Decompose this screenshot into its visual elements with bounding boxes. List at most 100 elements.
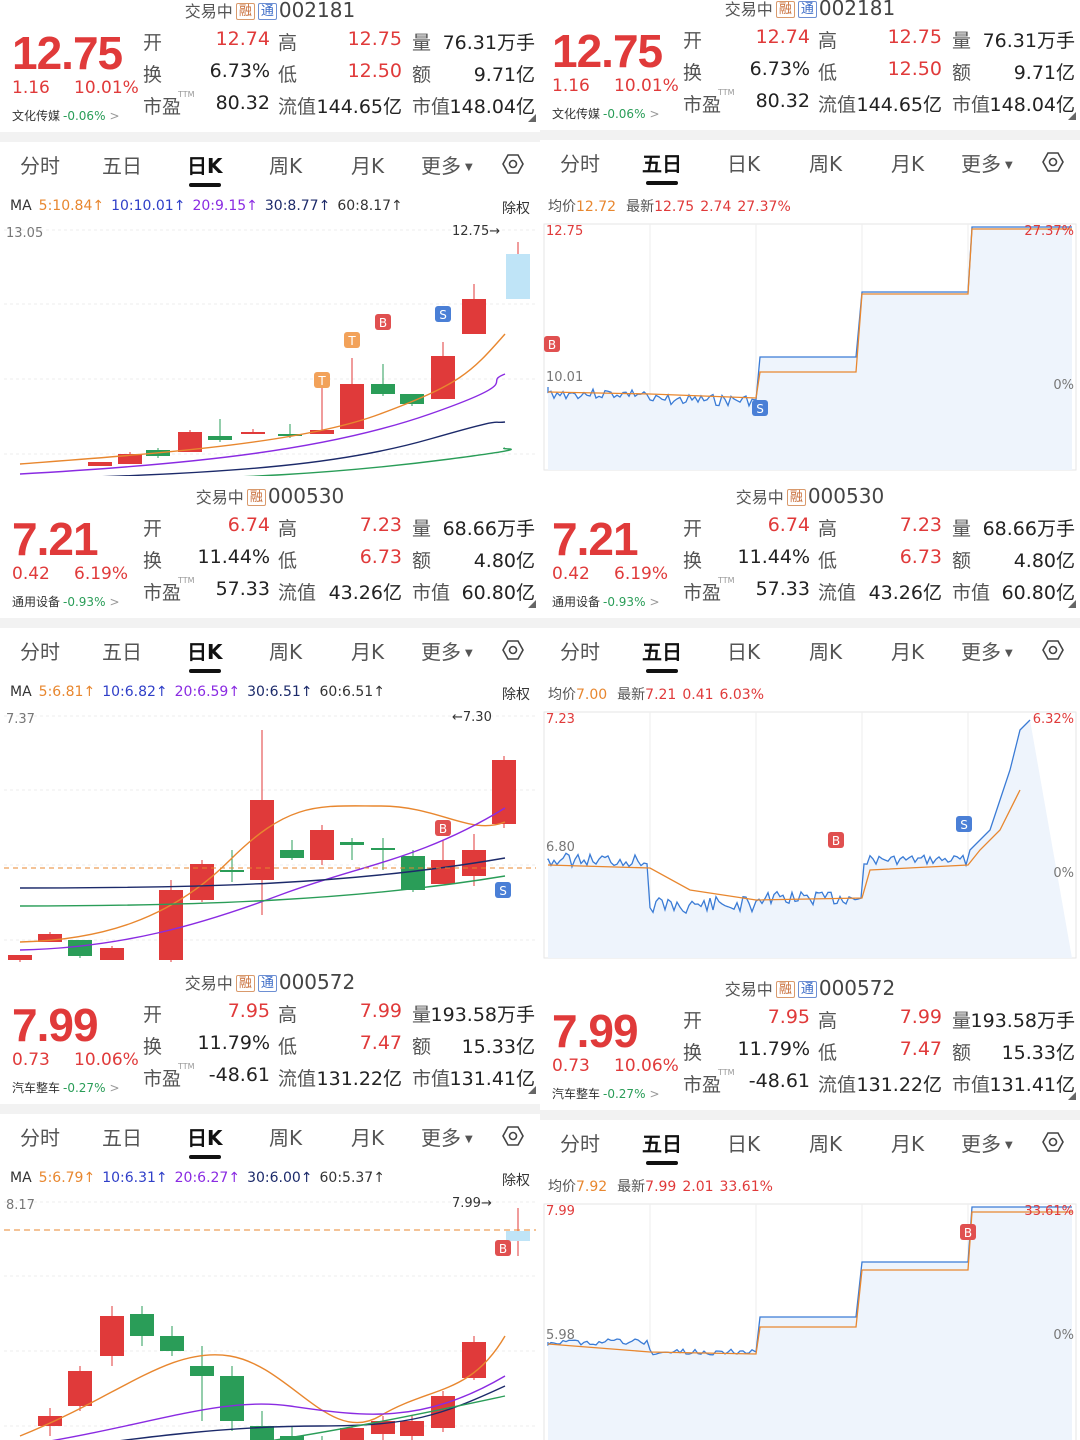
expand-corner-icon[interactable] xyxy=(528,114,536,122)
candle[interactable] xyxy=(190,864,214,900)
trade-marker[interactable] xyxy=(752,400,768,416)
candle[interactable] xyxy=(241,432,265,434)
candle[interactable] xyxy=(371,848,395,850)
sector-link[interactable]: 通用设备 -0.93% > xyxy=(12,593,120,610)
kline-chart[interactable]: B 8.17 7.99→ xyxy=(0,1196,540,1440)
tab-0[interactable]: 分时 xyxy=(20,154,60,178)
candle[interactable] xyxy=(178,432,202,452)
candle[interactable] xyxy=(190,1366,214,1376)
tab-0[interactable]: 分时 xyxy=(560,1132,600,1156)
expand-corner-icon[interactable] xyxy=(528,600,536,608)
settings-icon[interactable] xyxy=(1042,1131,1064,1153)
candle[interactable] xyxy=(38,1416,62,1426)
candle[interactable] xyxy=(8,955,32,960)
tab-1[interactable]: 五日 xyxy=(102,1126,142,1150)
tab-5[interactable]: 更多 ▼ xyxy=(961,152,1013,176)
candle[interactable] xyxy=(220,870,244,872)
trade-marker[interactable] xyxy=(828,832,844,848)
adjust-dropdown[interactable]: 除权 xyxy=(502,201,530,217)
candle[interactable] xyxy=(400,394,424,404)
candle[interactable] xyxy=(340,1428,364,1440)
candle[interactable] xyxy=(340,384,364,429)
candle[interactable] xyxy=(506,254,530,299)
tab-1[interactable]: 五日 xyxy=(102,640,142,664)
tab-5[interactable]: 更多 ▼ xyxy=(421,1126,473,1150)
tab-1[interactable]: 五日 xyxy=(642,1128,682,1165)
candle[interactable] xyxy=(130,1314,154,1336)
ma-legend[interactable]: MA 5:10.84↑ 10:10.01↑ 20:9.15↑ 30:8.77↑ 60:8.… xyxy=(10,198,410,214)
candle[interactable] xyxy=(371,384,395,394)
trade-marker[interactable] xyxy=(375,314,391,330)
trade-marker[interactable] xyxy=(314,372,330,388)
fiveday-chart[interactable]: B S 12.75 27.37% 0% 10.01 xyxy=(540,222,1080,472)
fiveday-chart[interactable]: B 7.99 33.61% 0% 5.98 xyxy=(540,1202,1080,1440)
candle[interactable] xyxy=(38,934,62,942)
candle[interactable] xyxy=(340,842,364,845)
candle[interactable] xyxy=(220,1376,244,1421)
trade-marker[interactable] xyxy=(544,336,560,352)
candle[interactable] xyxy=(431,860,455,884)
tab-4[interactable]: 月K xyxy=(891,640,925,664)
tab-5[interactable]: 更多 ▼ xyxy=(421,640,473,664)
tab-0[interactable]: 分时 xyxy=(20,1126,60,1150)
expand-corner-icon[interactable] xyxy=(1068,112,1076,120)
trade-marker[interactable] xyxy=(960,1224,976,1240)
trade-marker[interactable] xyxy=(956,816,972,832)
tab-0[interactable]: 分时 xyxy=(560,640,600,664)
candle[interactable] xyxy=(160,1336,184,1351)
tab-5[interactable]: 更多 ▼ xyxy=(421,154,473,178)
trade-marker[interactable] xyxy=(435,306,451,322)
ma-legend[interactable]: MA 5:6.79↑ 10:6.31↑ 20:6.27↑ 30:6.00↑ 60:5.37… xyxy=(10,1170,392,1186)
candle[interactable] xyxy=(400,1421,424,1436)
tab-4[interactable]: 月K xyxy=(351,640,385,664)
tab-3[interactable]: 周K xyxy=(269,154,303,178)
candle[interactable] xyxy=(506,1231,530,1241)
tab-3[interactable]: 周K xyxy=(809,640,843,664)
candle[interactable] xyxy=(208,436,232,440)
tab-3[interactable]: 周K xyxy=(809,1132,843,1156)
fiveday-chart[interactable]: B S 7.23 6.32% 0% 6.80 xyxy=(540,710,1080,960)
candle[interactable] xyxy=(310,430,334,434)
candle[interactable] xyxy=(100,1316,124,1356)
candle[interactable] xyxy=(431,356,455,399)
settings-icon[interactable] xyxy=(502,153,524,175)
candle[interactable] xyxy=(88,462,112,466)
tab-2[interactable]: 日K xyxy=(187,636,223,673)
settings-icon[interactable] xyxy=(502,639,524,661)
tab-1[interactable]: 五日 xyxy=(102,154,142,178)
candle[interactable] xyxy=(462,299,486,334)
tab-2[interactable]: 日K xyxy=(727,1132,761,1156)
candle[interactable] xyxy=(250,800,274,880)
trade-marker[interactable] xyxy=(435,820,451,836)
tab-2[interactable]: 日K xyxy=(187,1122,223,1159)
candle[interactable] xyxy=(118,454,142,464)
adjust-dropdown[interactable]: 除权 xyxy=(502,1173,530,1189)
tab-2[interactable]: 日K xyxy=(727,152,761,176)
tab-4[interactable]: 月K xyxy=(351,154,385,178)
settings-icon[interactable] xyxy=(1042,639,1064,661)
sector-link[interactable]: 汽车整车 -0.27% > xyxy=(552,1085,660,1102)
settings-icon[interactable] xyxy=(1042,151,1064,173)
tab-4[interactable]: 月K xyxy=(891,1132,925,1156)
kline-chart[interactable]: B S 7.37 ←7.30 xyxy=(0,710,540,962)
candle[interactable] xyxy=(401,856,425,890)
expand-corner-icon[interactable] xyxy=(528,1086,536,1094)
trade-marker[interactable] xyxy=(495,1240,511,1256)
tab-1[interactable]: 五日 xyxy=(642,636,682,673)
candle[interactable] xyxy=(278,434,302,436)
candle[interactable] xyxy=(280,850,304,858)
candle[interactable] xyxy=(159,890,183,960)
tab-5[interactable]: 更多 ▼ xyxy=(961,1132,1013,1156)
settings-icon[interactable] xyxy=(502,1125,524,1147)
tab-3[interactable]: 周K xyxy=(809,152,843,176)
candle[interactable] xyxy=(310,830,334,860)
trade-marker[interactable] xyxy=(495,882,511,898)
sector-link[interactable]: 文化传媒 -0.06% > xyxy=(12,107,120,124)
sector-link[interactable]: 通用设备 -0.93% > xyxy=(552,593,660,610)
candle[interactable] xyxy=(68,1371,92,1406)
ma-legend[interactable]: MA 5:6.81↑ 10:6.82↑ 20:6.59↑ 30:6.51↑ 60:6.51… xyxy=(10,684,392,700)
tab-0[interactable]: 分时 xyxy=(20,640,60,664)
tab-4[interactable]: 月K xyxy=(891,152,925,176)
adjust-dropdown[interactable]: 除权 xyxy=(502,687,530,703)
tab-5[interactable]: 更多 ▼ xyxy=(961,640,1013,664)
